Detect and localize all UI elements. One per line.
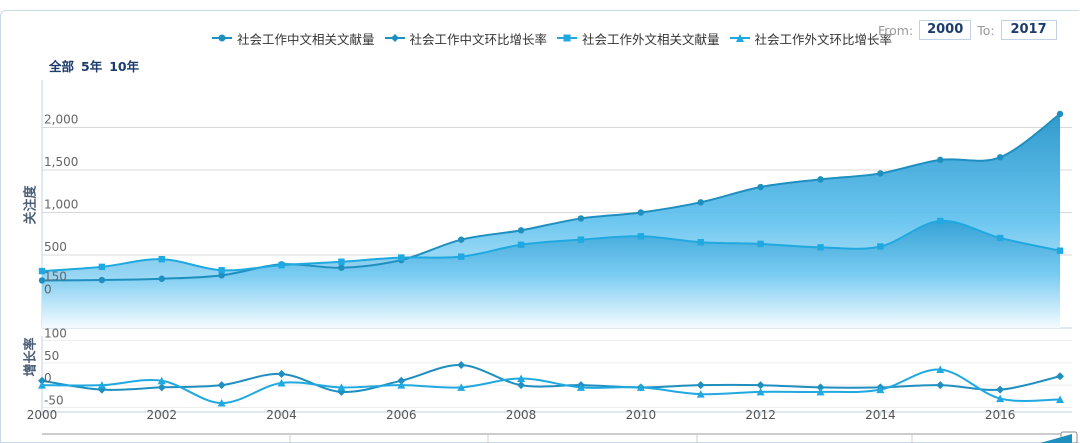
legend-label: 社会工作中文相关文献量 <box>237 31 375 47</box>
date-range-selector: From: 2000 To: 2017 <box>878 20 1063 40</box>
legend-item-foreign-volume[interactable]: 社会工作外文相关文献量 <box>557 29 720 48</box>
growth-y-axis-title: 增长率 <box>23 337 39 377</box>
zoom-5y-button[interactable]: 5年 <box>81 59 103 74</box>
triangle-marker-icon <box>729 34 750 42</box>
zoom-10y-button[interactable]: 10年 <box>109 59 140 74</box>
from-year-input[interactable]: 2000 <box>919 20 972 40</box>
to-year-input[interactable]: 2017 <box>1000 20 1057 40</box>
legend-label: 社会工作中文环比增长率 <box>409 31 548 47</box>
chart-frame <box>0 10 1079 443</box>
legend-label: 社会工作外文环比增长率 <box>754 31 893 47</box>
legend-label: 社会工作外文相关文献量 <box>582 31 720 47</box>
from-label: From: <box>878 22 914 38</box>
main-y-axis-title: 关注度 <box>23 185 39 225</box>
square-marker-icon <box>557 34 578 42</box>
to-label: To: <box>977 22 995 38</box>
circle-marker-icon <box>212 34 232 42</box>
legend-item-foreign-growth[interactable]: 社会工作外文环比增长率 <box>729 29 893 48</box>
legend-item-cn-volume[interactable]: 社会工作中文相关文献量 <box>212 29 375 48</box>
legend-item-cn-growth[interactable]: 社会工作中文环比增长率 <box>384 29 548 48</box>
zoom-all-button[interactable]: 全部 <box>49 59 75 74</box>
zoom-buttons: 全部 5年 10年 <box>49 56 146 75</box>
chart-legend: 社会工作中文相关文献量 社会工作中文环比增长率 社会工作外文相关文献量 社会工作… <box>212 29 902 47</box>
diamond-marker-icon <box>384 34 405 42</box>
